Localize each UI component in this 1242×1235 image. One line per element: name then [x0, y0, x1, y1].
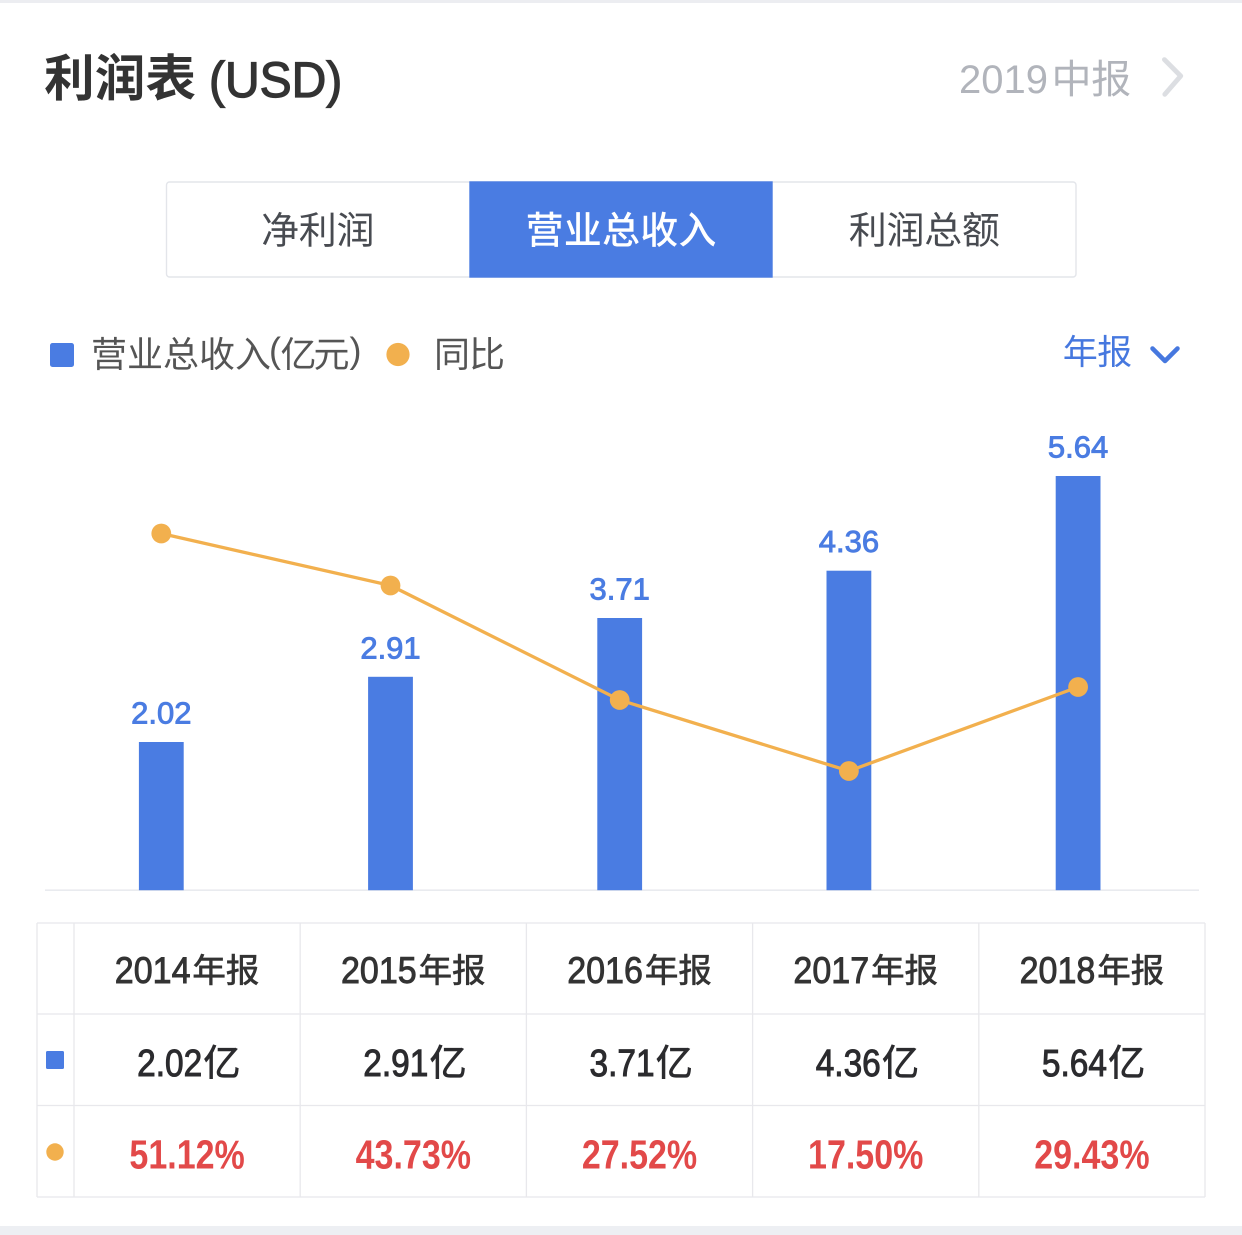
svg-text:3.71: 3.71: [590, 572, 650, 607]
svg-text:2.02: 2.02: [137, 1042, 202, 1084]
svg-text:2019: 2019: [959, 58, 1048, 102]
svg-text:4.36: 4.36: [819, 524, 879, 559]
svg-text:2018: 2018: [1020, 950, 1096, 992]
svg-text:2014: 2014: [115, 950, 191, 992]
svg-text:51.12%: 51.12%: [129, 1131, 244, 1176]
svg-text:5.64: 5.64: [1042, 1042, 1107, 1084]
svg-text:2016: 2016: [567, 950, 643, 992]
svg-text:(: (: [269, 330, 281, 371]
svg-text:29.43%: 29.43%: [1034, 1131, 1149, 1176]
svg-text:27.52%: 27.52%: [582, 1131, 697, 1176]
svg-text:17.50%: 17.50%: [808, 1131, 923, 1176]
svg-text:43.73%: 43.73%: [356, 1131, 471, 1176]
svg-text:2.91: 2.91: [360, 630, 420, 665]
svg-text:5.64: 5.64: [1048, 430, 1108, 465]
svg-text:): ): [350, 330, 362, 371]
svg-text:(USD): (USD): [209, 52, 342, 108]
svg-text:2.02: 2.02: [131, 696, 191, 731]
svg-text:2.91: 2.91: [363, 1042, 428, 1084]
svg-text:4.36: 4.36: [816, 1042, 881, 1084]
svg-text:3.71: 3.71: [590, 1042, 655, 1084]
svg-text:2015: 2015: [341, 950, 417, 992]
svg-text:2017: 2017: [793, 950, 869, 992]
